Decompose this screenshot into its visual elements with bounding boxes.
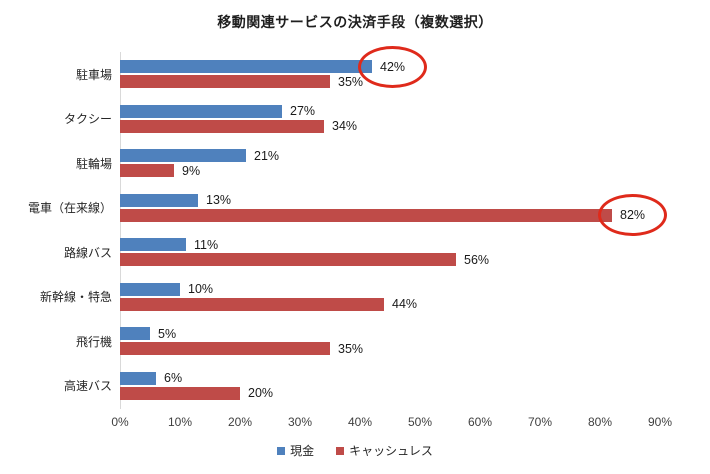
bar-cluster: 42% 35% bbox=[120, 52, 660, 97]
bar-group: 飛行機 5% 35% bbox=[0, 319, 660, 364]
bar-キャッシュレス bbox=[120, 253, 456, 267]
x-tick-label: 30% bbox=[287, 415, 313, 429]
x-tick-label: 40% bbox=[347, 415, 373, 429]
y-axis-line bbox=[120, 52, 121, 409]
bar-cluster: 11% 56% bbox=[120, 230, 660, 275]
value-label: 11% bbox=[194, 237, 219, 252]
legend-label: 現金 bbox=[290, 444, 315, 458]
bar-現金 bbox=[120, 104, 282, 118]
bar-row: 44% bbox=[120, 297, 660, 312]
value-label: 21% bbox=[254, 148, 280, 163]
bar-row: 6% bbox=[120, 371, 660, 386]
bar-cluster: 21% 9% bbox=[120, 141, 660, 186]
value-label: 10% bbox=[188, 282, 214, 297]
category-label: 新幹線・特急 bbox=[39, 290, 112, 305]
bar-キャッシュレス bbox=[120, 342, 330, 356]
category-label: 路線バス bbox=[63, 245, 112, 260]
bar-group: タクシー 27% 34% bbox=[0, 97, 660, 142]
bar-キャッシュレス bbox=[120, 386, 240, 400]
bar-row: 11% bbox=[120, 237, 660, 252]
bar-group: 駐輪場 21% 9% bbox=[0, 141, 660, 186]
value-label: 35% bbox=[338, 74, 364, 89]
bar-row: 35% bbox=[120, 74, 660, 89]
bar-row: 56% bbox=[120, 252, 660, 267]
bar-row: 42% bbox=[120, 59, 660, 74]
bar-キャッシュレス bbox=[120, 208, 612, 222]
category-label: 飛行機 bbox=[75, 334, 112, 349]
value-label: 42% bbox=[380, 59, 406, 74]
bar-キャッシュレス bbox=[120, 164, 174, 178]
bar-現金 bbox=[120, 149, 246, 163]
bar-キャッシュレス bbox=[120, 119, 324, 133]
x-tick-label: 0% bbox=[111, 415, 129, 429]
x-tick-label: 50% bbox=[407, 415, 433, 429]
legend-label: キャッシュレス bbox=[349, 444, 433, 458]
bar-row: 27% bbox=[120, 104, 660, 119]
bar-row: 5% bbox=[120, 326, 660, 341]
value-label: 27% bbox=[290, 104, 316, 119]
category-label: 駐輪場 bbox=[75, 156, 112, 171]
x-axis-ticks: 0% 10% 20% 30% 40% 50% 60% 70% 80% 90% bbox=[111, 415, 672, 431]
bar-row: 34% bbox=[120, 119, 660, 134]
bar-キャッシュレス bbox=[120, 75, 330, 89]
bar-現金 bbox=[120, 60, 372, 74]
value-label: 13% bbox=[206, 193, 232, 208]
category-label: 電車（在来線） bbox=[27, 201, 112, 216]
bar-現金 bbox=[120, 193, 198, 207]
category-label: タクシー bbox=[63, 112, 112, 127]
bar-row: 21% bbox=[120, 148, 660, 163]
value-label: 5% bbox=[158, 326, 177, 341]
bar-キャッシュレス bbox=[120, 297, 384, 311]
value-label: 35% bbox=[338, 341, 364, 356]
x-tick-label: 90% bbox=[647, 415, 673, 429]
value-label: 9% bbox=[182, 163, 201, 178]
bar-row: 20% bbox=[120, 386, 660, 401]
value-label: 34% bbox=[332, 119, 358, 134]
value-label: 6% bbox=[164, 371, 183, 386]
value-label: 20% bbox=[248, 386, 274, 401]
chart-title: 移動関連サービスの決済手段（複数選択） bbox=[217, 14, 493, 30]
bar-cluster: 10% 44% bbox=[120, 275, 660, 320]
bar-row: 82% bbox=[120, 208, 660, 223]
bar-group: 駐車場 42% 35% bbox=[0, 52, 660, 97]
bar-group: 路線バス 11% 56% bbox=[0, 230, 660, 275]
value-label: 44% bbox=[392, 297, 418, 312]
bar-cluster: 6% 20% bbox=[120, 364, 660, 409]
x-tick-label: 20% bbox=[227, 415, 253, 429]
bar-group: 高速バス 6% 20% bbox=[0, 364, 660, 409]
bar-row: 13% bbox=[120, 193, 660, 208]
value-label: 82% bbox=[620, 208, 646, 223]
legend-swatch-icon bbox=[336, 446, 345, 455]
x-tick-label: 60% bbox=[467, 415, 493, 429]
category-label: 高速バス bbox=[63, 379, 112, 394]
bar-group: 電車（在来線） 13% 82% bbox=[0, 186, 660, 231]
bar-row: 9% bbox=[120, 163, 660, 178]
x-tick-label: 80% bbox=[587, 415, 613, 429]
legend: 現金 キャッシュレス bbox=[0, 442, 710, 459]
bar-現金 bbox=[120, 282, 180, 296]
bar-現金 bbox=[120, 371, 156, 385]
x-tick-label: 70% bbox=[527, 415, 553, 429]
bar-cluster: 13% 82% bbox=[120, 186, 660, 231]
bar-現金 bbox=[120, 238, 186, 252]
bar-cluster: 27% 34% bbox=[120, 97, 660, 142]
legend-swatch-icon bbox=[277, 446, 286, 455]
bar-現金 bbox=[120, 327, 150, 341]
plot-area: 駐車場 42% 35% タクシー 27% 34% 駐輪場 21% 9% 電車（在来線） 13% 82%… bbox=[0, 52, 660, 408]
bar-group: 新幹線・特急 10% 44% bbox=[0, 275, 660, 320]
category-label: 駐車場 bbox=[75, 67, 112, 82]
value-label: 56% bbox=[464, 252, 490, 267]
bar-cluster: 5% 35% bbox=[120, 319, 660, 364]
legend-item-キャッシュレス: キャッシュレス bbox=[336, 442, 433, 459]
bar-row: 35% bbox=[120, 341, 660, 356]
x-tick-label: 10% bbox=[167, 415, 193, 429]
bar-row: 10% bbox=[120, 282, 660, 297]
legend-item-現金: 現金 bbox=[277, 442, 314, 459]
